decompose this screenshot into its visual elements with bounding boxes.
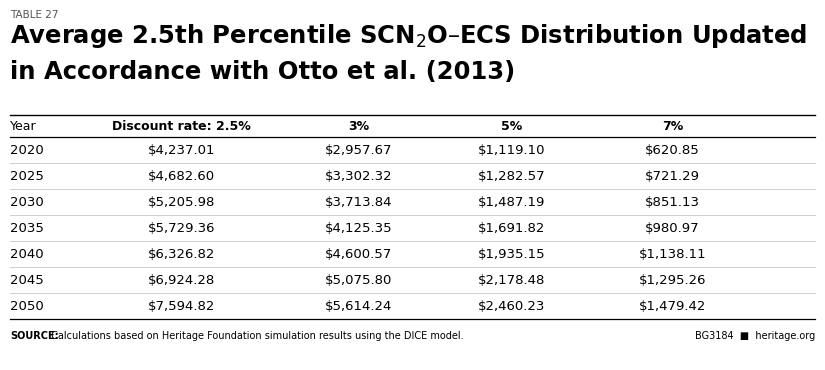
Text: 2045: 2045 [10,273,44,286]
Text: 2030: 2030 [10,195,44,209]
Text: $2,460.23: $2,460.23 [478,299,545,313]
Text: Average 2.5th Percentile SCN$_2$O–ECS Distribution Updated: Average 2.5th Percentile SCN$_2$O–ECS Di… [10,22,808,50]
Text: $4,682.60: $4,682.60 [148,169,215,182]
Text: $1,691.82: $1,691.82 [478,222,545,235]
Text: $1,479.42: $1,479.42 [639,299,706,313]
Text: $980.97: $980.97 [645,222,700,235]
Text: 2025: 2025 [10,169,44,182]
Text: $4,600.57: $4,600.57 [325,248,393,260]
Text: 2040: 2040 [10,248,44,260]
Text: BG3184  ■  heritage.org: BG3184 ■ heritage.org [695,331,815,341]
Text: $1,295.26: $1,295.26 [639,273,706,286]
Text: $5,614.24: $5,614.24 [325,299,393,313]
Text: $851.13: $851.13 [645,195,700,209]
Text: $7,594.82: $7,594.82 [148,299,215,313]
Text: SOURCE:: SOURCE: [10,331,59,341]
Text: 2035: 2035 [10,222,44,235]
Text: $3,713.84: $3,713.84 [325,195,393,209]
Text: 7%: 7% [662,120,683,132]
Text: Year: Year [10,120,36,132]
Text: $1,282.57: $1,282.57 [478,169,545,182]
Text: $1,487.19: $1,487.19 [478,195,545,209]
Text: $5,075.80: $5,075.80 [325,273,393,286]
Text: $1,935.15: $1,935.15 [478,248,545,260]
Text: $3,302.32: $3,302.32 [325,169,393,182]
Text: in Accordance with Otto et al. (2013): in Accordance with Otto et al. (2013) [10,60,516,84]
Text: $6,924.28: $6,924.28 [148,273,215,286]
Text: $6,326.82: $6,326.82 [148,248,215,260]
Text: $1,138.11: $1,138.11 [639,248,706,260]
Text: 5%: 5% [501,120,522,132]
Text: $4,125.35: $4,125.35 [325,222,393,235]
Text: Discount rate: 2.5%: Discount rate: 2.5% [112,120,251,132]
Text: $4,237.01: $4,237.01 [148,144,215,157]
Text: TABLE 27: TABLE 27 [10,10,59,20]
Text: $2,957.67: $2,957.67 [325,144,393,157]
Text: $5,729.36: $5,729.36 [148,222,215,235]
Text: 2020: 2020 [10,144,44,157]
Text: $620.85: $620.85 [645,144,700,157]
Text: 3%: 3% [348,120,370,132]
Text: $2,178.48: $2,178.48 [478,273,545,286]
Text: $5,205.98: $5,205.98 [148,195,215,209]
Text: $721.29: $721.29 [645,169,700,182]
Text: Calculations based on Heritage Foundation simulation results using the DICE mode: Calculations based on Heritage Foundatio… [48,331,464,341]
Text: $1,119.10: $1,119.10 [478,144,545,157]
Text: 2050: 2050 [10,299,44,313]
